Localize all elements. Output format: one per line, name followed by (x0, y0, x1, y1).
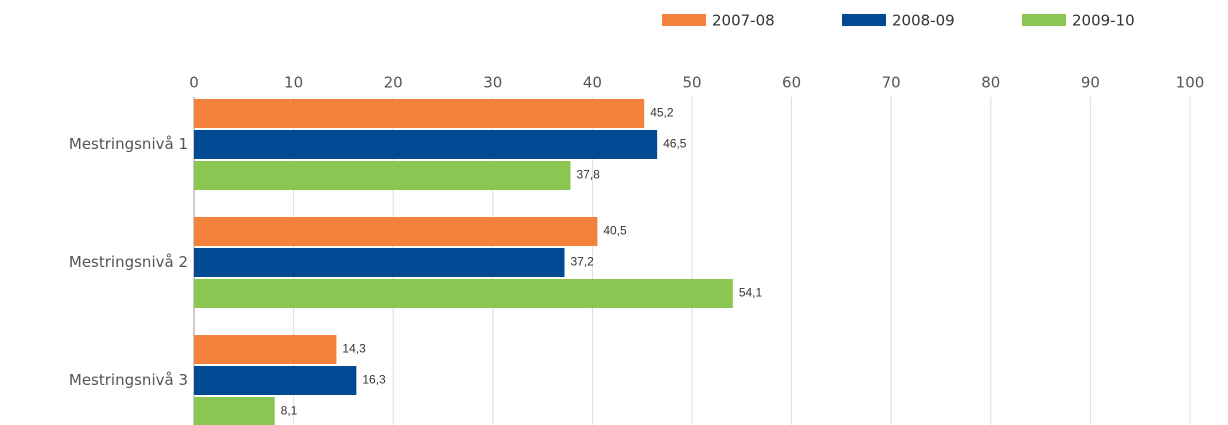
legend-label: 2008-09 (892, 12, 955, 30)
legend-label: 2009-10 (1072, 12, 1135, 30)
legend-label: 2007-08 (712, 12, 775, 30)
value-label: 14,3 (342, 342, 366, 356)
bar (194, 397, 275, 425)
x-tick-label: 10 (284, 74, 303, 92)
x-tick-label: 50 (682, 74, 701, 92)
category-label: Mestringsnivå 3 (69, 371, 188, 389)
x-tick-label: 0 (189, 74, 199, 92)
category-label: Mestringsnivå 1 (69, 135, 188, 153)
value-label: 46,5 (663, 137, 687, 151)
value-label: 37,2 (571, 255, 595, 269)
legend-swatch (662, 14, 706, 26)
value-label: 54,1 (739, 286, 763, 300)
value-label: 8,1 (281, 404, 298, 418)
bar (194, 161, 571, 190)
value-label: 37,8 (576, 168, 600, 182)
x-tick-label: 70 (882, 74, 901, 92)
legend-swatch (1022, 14, 1066, 26)
x-tick-label: 90 (1081, 74, 1100, 92)
value-label: 16,3 (362, 373, 386, 387)
bar (194, 130, 658, 159)
value-label: 45,2 (650, 106, 674, 120)
x-tick-label: 40 (583, 74, 602, 92)
value-label: 40,5 (603, 224, 627, 238)
bar (194, 279, 733, 308)
bar (194, 217, 598, 246)
bar (194, 366, 357, 395)
legend-swatch (842, 14, 886, 26)
category-label: Mestringsnivå 2 (69, 253, 188, 271)
bar (194, 248, 565, 277)
x-tick-label: 60 (782, 74, 801, 92)
x-tick-label: 20 (384, 74, 403, 92)
bar (194, 335, 337, 364)
x-tick-label: 100 (1176, 74, 1205, 92)
bar (194, 99, 645, 128)
x-tick-label: 80 (981, 74, 1000, 92)
x-tick-label: 30 (483, 74, 502, 92)
